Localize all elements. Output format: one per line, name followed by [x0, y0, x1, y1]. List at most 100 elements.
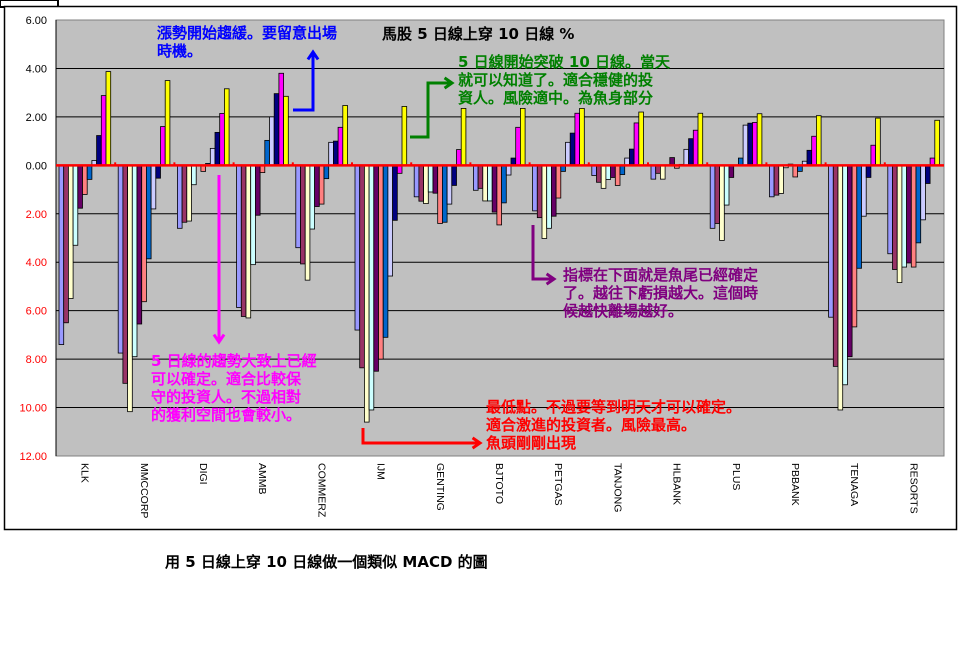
bar-PBBANK-10 — [816, 115, 822, 166]
bar-IJM-5 — [378, 164, 384, 360]
blue-arrow-head-icon — [306, 49, 320, 61]
bar-COMMERZ-5 — [318, 164, 325, 205]
bar-RESORTS-4 — [906, 164, 912, 264]
x-tick-label: GENTING — [434, 463, 446, 511]
bar-BJTOTO-2 — [482, 164, 488, 202]
bar-COMMERZ-1 — [300, 164, 306, 265]
annotation-red-fish-head: 魚頭剛剛出現 — [486, 434, 577, 452]
bar-GENTING-6 — [441, 164, 448, 223]
bar-MMCCORP-10 — [164, 80, 171, 166]
bar-GENTING-1 — [418, 164, 424, 202]
bar-PETGAS-3 — [546, 164, 552, 229]
bar-GENTING-2 — [423, 164, 429, 205]
bar-PETGAS-2 — [541, 164, 548, 239]
bar-RESORTS-6 — [915, 164, 922, 244]
y-tick-label: 12.00 — [19, 451, 47, 463]
y-tick-label: 6.00 — [26, 306, 47, 318]
bar-MMCCORP-6 — [145, 164, 152, 260]
bar-AMMB-2 — [245, 164, 252, 319]
bar-PETGAS-4 — [551, 164, 557, 217]
bar-TANJONG-8 — [629, 148, 635, 166]
bar-BJTOTO-4 — [491, 164, 498, 213]
bar-RESORTS-1 — [892, 164, 898, 270]
bar-TENAGA-7 — [861, 164, 867, 217]
bar-AMMB-10 — [283, 95, 289, 166]
plot-area — [55, 19, 945, 457]
bar-BJTOTO-7 — [505, 164, 512, 176]
bar-AMMB-0 — [236, 164, 242, 308]
bar-PBBANK-9 — [811, 135, 817, 166]
bar-MMCCORP-2 — [127, 164, 133, 413]
bar-MMCCORP-1 — [122, 164, 129, 384]
bar-AMMB-3 — [250, 164, 256, 266]
x-tick-label: DIGI — [197, 463, 209, 485]
bar-RESORTS-3 — [901, 164, 908, 268]
bar-TENAGA-10 — [875, 117, 881, 166]
y-tick-label: 4.00 — [26, 257, 47, 269]
purple-arrow — [531, 225, 554, 281]
bar-PLUS-0 — [709, 164, 716, 229]
bar-KLK-10 — [105, 71, 112, 166]
x-tick-label: KLK — [79, 463, 91, 483]
bar-RESORTS-2 — [896, 164, 903, 283]
bar-KLK-0 — [58, 164, 65, 345]
red-arrow — [361, 428, 480, 445]
x-tick-label: PLUS — [730, 463, 742, 490]
bar-KLK-9 — [100, 95, 107, 166]
bar-BJTOTO-1 — [477, 164, 484, 189]
bar-PETGAS-10 — [579, 108, 585, 166]
bar-HLBANK-0 — [650, 164, 657, 180]
bar-IJM-4 — [373, 164, 379, 372]
bar-RESORTS-7 — [920, 164, 926, 221]
bar-IJM-3 — [368, 164, 375, 411]
bar-COMMERZ-4 — [314, 164, 320, 207]
bar-TENAGA-5 — [851, 164, 858, 328]
x-tick-label: BJTOTO — [493, 463, 505, 504]
bar-TANJONG-3 — [605, 164, 612, 180]
y-tick-label: 6.00 — [26, 15, 47, 27]
bar-AMMB-6 — [264, 139, 270, 166]
chart-title: 馬股 5 日線上穿 10 日線 % — [382, 25, 575, 43]
bar-PETGAS-9 — [574, 112, 581, 166]
green-arrow-head-icon — [443, 76, 455, 90]
y-tick-label: 4.00 — [26, 63, 47, 75]
bar-GENTING-3 — [427, 164, 434, 193]
bar-HLBANK-10 — [697, 112, 704, 166]
bar-PBBANK-1 — [773, 164, 780, 196]
bar-HLBANK-8 — [688, 138, 694, 166]
green-arrow — [410, 81, 452, 139]
x-tick-label: TANJONG — [611, 463, 623, 512]
bar-PLUS-4 — [728, 164, 735, 178]
bar-TENAGA-3 — [842, 164, 848, 386]
bar-KLK-8 — [96, 135, 102, 166]
red-arrow-head-icon — [471, 436, 483, 450]
y-tick-label: 2.00 — [26, 112, 47, 124]
bar-COMMERZ-10 — [342, 105, 348, 166]
bar-TENAGA-9 — [870, 144, 877, 166]
bar-MMCCORP-5 — [141, 164, 147, 303]
bar-COMMERZ-6 — [323, 164, 330, 180]
bar-PLUS-8 — [747, 122, 753, 166]
bar-COMMERZ-2 — [304, 164, 311, 281]
annotation-magenta: 5 日線的趨勢大致上已經 可以確定。適合比較保 守的投資人。不過相對 的獲利空間… — [151, 352, 317, 424]
bar-DIGI-0 — [176, 164, 183, 229]
bar-GENTING-4 — [432, 164, 439, 194]
bar-BJTOTO-10 — [520, 108, 526, 166]
bar-AMMB-4 — [254, 164, 261, 216]
bar-BJTOTO-9 — [515, 126, 521, 166]
annotation-green: 5 日線開始突破 10 日線。當天 就可以知道了。適合穩健的投 資人。風險適中。… — [458, 53, 670, 107]
bar-PBBANK-2 — [778, 164, 784, 194]
bar-AMMB-8 — [273, 93, 280, 166]
bar-AMMB-1 — [240, 164, 247, 317]
bar-PBBANK-0 — [769, 164, 775, 198]
bar-PETGAS-7 — [565, 141, 571, 166]
y-tick-label: 10.00 — [19, 403, 47, 415]
bar-PLUS-1 — [714, 164, 721, 224]
bar-MMCCORP-8 — [155, 164, 161, 179]
bar-IJM-10 — [401, 106, 408, 166]
bar-PLUS-3 — [723, 164, 730, 206]
x-tick-label: MMCCORP — [138, 463, 150, 518]
purple-arrow-head-icon — [545, 272, 557, 286]
bar-DIGI-2 — [186, 164, 192, 222]
